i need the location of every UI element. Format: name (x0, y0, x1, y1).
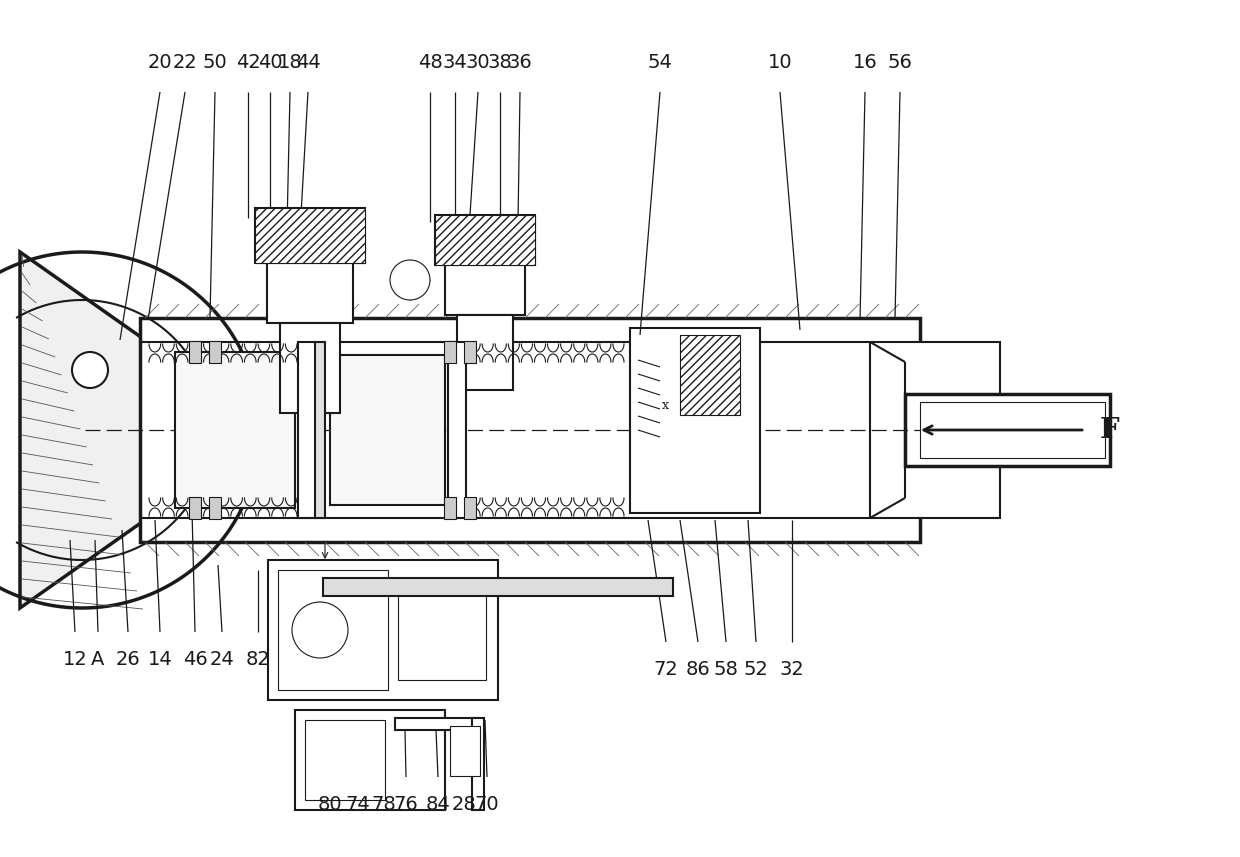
Text: 14: 14 (148, 650, 172, 669)
Text: 34: 34 (443, 53, 467, 72)
Bar (444, 497, 456, 519)
Polygon shape (20, 252, 145, 608)
Bar (267, 263, 353, 323)
Circle shape (391, 260, 430, 300)
Text: 46: 46 (182, 650, 207, 669)
Text: 40: 40 (258, 53, 283, 72)
Text: 38: 38 (487, 53, 512, 72)
Bar (278, 570, 388, 690)
Text: 72: 72 (653, 660, 678, 679)
Text: 10: 10 (768, 53, 792, 72)
Text: 44: 44 (295, 53, 320, 72)
Text: 42: 42 (236, 53, 260, 72)
Text: 52: 52 (744, 660, 769, 679)
Bar (268, 560, 498, 700)
Bar (398, 580, 486, 680)
Text: x: x (661, 399, 668, 411)
Bar (464, 497, 476, 519)
Bar (680, 335, 740, 415)
Bar (464, 341, 476, 363)
Text: 50: 50 (202, 53, 227, 72)
Bar (315, 342, 325, 518)
Bar (435, 215, 534, 265)
Text: 86: 86 (686, 660, 711, 679)
Bar (175, 352, 295, 508)
Text: F: F (1100, 417, 1120, 444)
Text: 30: 30 (466, 53, 490, 72)
Text: 20: 20 (148, 53, 172, 72)
Bar (458, 315, 513, 390)
Bar (444, 341, 456, 363)
Text: 48: 48 (418, 53, 443, 72)
Text: 74: 74 (346, 795, 371, 814)
Bar (298, 342, 316, 518)
Bar (322, 578, 673, 596)
Circle shape (72, 352, 108, 388)
Text: 24: 24 (210, 650, 234, 669)
Text: 80: 80 (317, 795, 342, 814)
Bar (280, 323, 340, 413)
Text: 84: 84 (425, 795, 450, 814)
Bar (210, 341, 221, 363)
Bar (255, 208, 365, 263)
Bar (630, 328, 760, 513)
Text: 28: 28 (451, 795, 476, 814)
Bar (305, 720, 384, 800)
Bar (295, 710, 445, 810)
Bar (870, 342, 999, 518)
Text: 58: 58 (713, 660, 739, 679)
Bar (435, 215, 534, 265)
Text: 76: 76 (393, 795, 418, 814)
Text: 26: 26 (115, 650, 140, 669)
Text: 22: 22 (172, 53, 197, 72)
Text: 70: 70 (475, 795, 500, 814)
Bar (920, 402, 1105, 458)
Bar (450, 726, 480, 776)
Text: A: A (92, 650, 104, 669)
Bar (140, 318, 920, 542)
Bar (396, 718, 480, 730)
Bar (188, 341, 201, 363)
Text: 32: 32 (780, 660, 805, 679)
Bar (210, 497, 221, 519)
Text: 54: 54 (647, 53, 672, 72)
Bar (905, 394, 1110, 466)
Bar (188, 497, 201, 519)
Bar (330, 355, 445, 505)
Bar (472, 718, 484, 810)
Text: 78: 78 (372, 795, 397, 814)
Text: 82: 82 (246, 650, 270, 669)
Bar (445, 265, 525, 315)
Bar (448, 342, 466, 518)
Text: 56: 56 (888, 53, 913, 72)
Text: 36: 36 (507, 53, 532, 72)
Text: 16: 16 (853, 53, 878, 72)
Text: 18: 18 (278, 53, 303, 72)
Text: 12: 12 (63, 650, 87, 669)
Circle shape (291, 602, 348, 658)
Bar (255, 208, 365, 263)
